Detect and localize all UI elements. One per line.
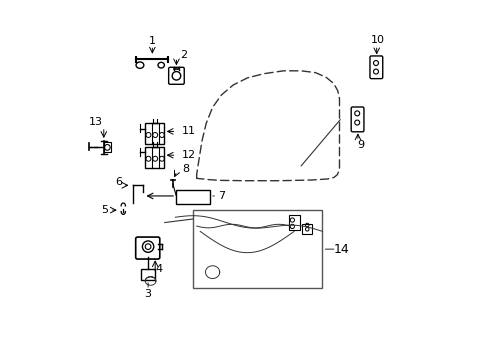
Text: 13: 13 [88,117,102,126]
Text: 12: 12 [182,150,196,160]
Text: 10: 10 [369,35,384,45]
Text: 14: 14 [333,243,349,256]
FancyBboxPatch shape [350,107,363,132]
FancyBboxPatch shape [135,237,160,259]
Bar [176,190,210,204]
Bar [288,215,300,230]
Text: 6: 6 [115,177,122,187]
Bar [302,224,311,234]
Text: 11: 11 [182,126,195,136]
Bar [103,143,111,152]
Bar [193,210,322,288]
Bar [141,269,155,280]
Text: 5: 5 [101,205,108,215]
Text: 7: 7 [218,191,224,201]
Text: 9: 9 [356,140,364,150]
Text: 3: 3 [144,289,151,299]
Bar [145,123,163,144]
Text: 8: 8 [182,165,189,174]
FancyBboxPatch shape [168,67,184,84]
Text: 4: 4 [155,264,162,274]
Text: 1: 1 [148,36,156,46]
FancyBboxPatch shape [369,56,382,78]
Text: 2: 2 [180,50,187,60]
Bar [145,147,163,168]
